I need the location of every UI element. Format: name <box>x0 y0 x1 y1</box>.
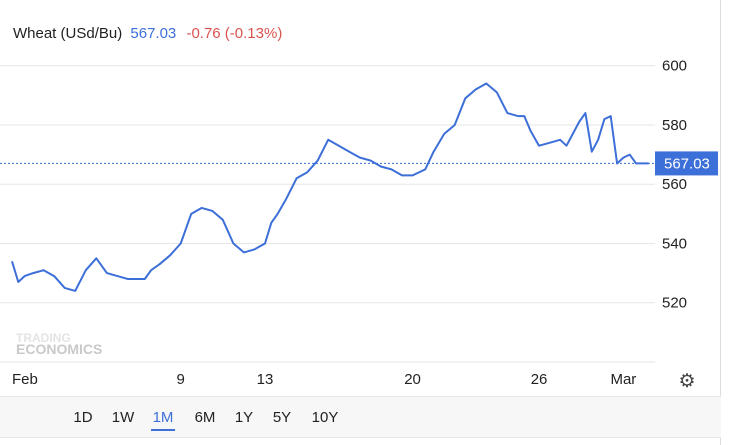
range-button-10y[interactable]: 10Y <box>311 409 339 426</box>
range-button-5y[interactable]: 5Y <box>272 409 292 426</box>
current-price: 567.03 <box>130 25 177 42</box>
range-selector: 1D 1W 1M 6M 1Y 5Y 10Y <box>0 396 721 438</box>
x-tick-label: 26 <box>531 371 548 388</box>
y-tick-label: 540 <box>662 235 687 252</box>
price-change: -0.76 (-0.13%) <box>186 25 283 42</box>
range-button-1w[interactable]: 1W <box>111 409 135 426</box>
price-chart[interactable]: 520 540 560 580 600 Feb 9 13 20 26 Mar TRADINGECONO… <box>0 0 721 396</box>
price-series-line[interactable] <box>11 82 649 292</box>
y-tick-label: 600 <box>662 58 687 75</box>
x-tick-label: Feb <box>12 371 38 388</box>
x-tick-label: Mar <box>610 371 636 388</box>
range-button-1y[interactable]: 1Y <box>234 409 254 426</box>
watermark-bottom: ECONOMICS <box>16 341 102 357</box>
y-tick-label: 520 <box>662 295 687 312</box>
price-tag-box <box>655 151 718 176</box>
range-button-1d[interactable]: 1D <box>73 409 93 426</box>
chart-header: Wheat (USd/Bu) 567.03 -0.76 (-0.13%) <box>13 25 282 42</box>
watermark-top: TRADING <box>16 331 71 345</box>
range-button-6m[interactable]: 6M <box>194 409 216 426</box>
x-tick-label: 13 <box>257 371 274 388</box>
y-tick-label: 580 <box>662 117 687 134</box>
y-tick-label: 560 <box>662 176 687 193</box>
x-tick-label: 9 <box>176 371 184 388</box>
x-tick-label: 20 <box>404 371 421 388</box>
gear-icon[interactable]: ⚙ <box>678 371 696 392</box>
range-button-1m[interactable]: 1M <box>151 405 175 431</box>
instrument-name: Wheat (USd/Bu) <box>13 25 123 42</box>
price-tag-label: 567.03 <box>664 155 710 172</box>
